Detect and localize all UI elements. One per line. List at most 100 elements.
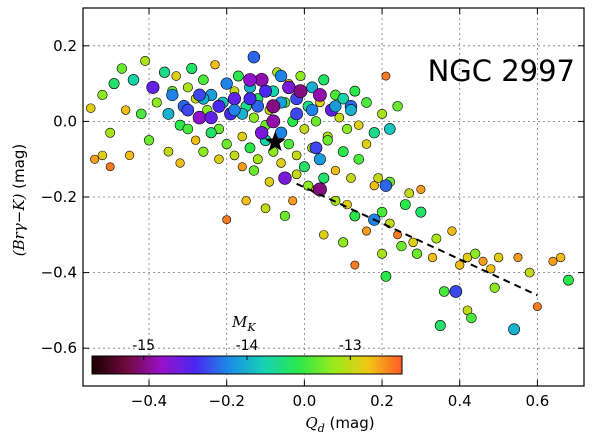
data-point	[524, 267, 535, 278]
data-point	[244, 142, 256, 154]
data-point	[205, 127, 217, 139]
data-point	[330, 165, 341, 176]
colorbar-tick-label: -14	[236, 338, 259, 354]
data-point	[532, 302, 542, 312]
data-point	[198, 74, 209, 86]
data-point	[283, 138, 295, 150]
data-point	[221, 138, 232, 150]
data-point	[266, 99, 281, 114]
data-point	[415, 206, 427, 218]
data-point	[243, 73, 257, 87]
data-point	[288, 196, 298, 206]
data-point	[282, 80, 296, 95]
data-point	[309, 141, 323, 155]
x-tick-label: 0.4	[448, 392, 472, 410]
data-point	[248, 165, 260, 176]
data-point	[108, 78, 120, 90]
data-point	[198, 146, 209, 157]
data-point	[434, 320, 446, 331]
data-point	[346, 173, 356, 183]
data-point	[408, 237, 418, 248]
data-point	[279, 210, 291, 222]
data-point	[318, 172, 330, 184]
data-point	[489, 282, 500, 293]
data-point	[295, 70, 306, 82]
colorbar-label-m: M	[231, 313, 248, 331]
data-point	[105, 162, 115, 172]
y-axis-ticks: 0.2 0.0 −0.2 −0.4 −0.6	[41, 37, 584, 357]
data-point	[563, 274, 574, 286]
data-point	[380, 271, 392, 282]
x-tick-label: −0.2	[208, 392, 244, 410]
data-point	[127, 74, 140, 86]
data-point	[508, 323, 520, 336]
data-point	[381, 71, 391, 81]
data-point	[210, 60, 220, 70]
data-point	[354, 120, 364, 130]
data-point	[214, 154, 224, 164]
data-point	[384, 123, 396, 135]
data-point	[140, 55, 151, 66]
data-point	[399, 199, 411, 210]
data-point	[299, 124, 310, 134]
data-point	[278, 171, 292, 185]
data-point	[105, 127, 116, 138]
fit-line	[296, 182, 538, 297]
data-point	[186, 63, 198, 74]
data-point	[116, 63, 127, 74]
colorbar-tick-label: -15	[132, 338, 155, 354]
data-point	[313, 88, 327, 102]
y-label-main: (Brγ−K)	[10, 193, 28, 256]
data-point	[229, 150, 240, 161]
data-point	[171, 71, 181, 81]
y-axis-label: (Brγ−K) (mag)	[10, 144, 28, 256]
data-point	[513, 252, 523, 262]
data-point	[310, 116, 322, 127]
data-point	[212, 99, 226, 113]
data-point	[396, 240, 407, 252]
data-point	[182, 123, 194, 135]
data-point	[97, 89, 108, 100]
data-point	[303, 180, 314, 191]
y-tick-label: −0.2	[41, 188, 77, 206]
data-point	[438, 286, 450, 297]
data-point	[361, 97, 372, 108]
data-point	[266, 114, 281, 129]
colorbar-label-sub: K	[246, 321, 256, 334]
data-point	[449, 285, 463, 298]
data-point	[478, 256, 488, 266]
data-point	[345, 104, 357, 116]
data-point	[193, 88, 206, 102]
data-point	[166, 88, 179, 102]
data-point	[353, 153, 365, 165]
data-point	[349, 85, 361, 97]
data-point	[466, 312, 477, 324]
data-point	[368, 127, 380, 139]
data-point	[337, 93, 349, 105]
data-point	[338, 237, 349, 248]
y-tick-label: −0.6	[41, 339, 77, 357]
x-label-sub: d	[318, 422, 325, 435]
data-point	[329, 100, 342, 113]
data-point	[334, 112, 345, 123]
data-point	[342, 123, 353, 135]
x-label-q: Q	[305, 414, 317, 432]
data-point	[259, 84, 272, 98]
data-point	[175, 158, 185, 168]
data-point	[237, 131, 247, 142]
highlight-star-marker	[264, 131, 286, 152]
data-point	[276, 158, 286, 168]
data-point	[377, 108, 387, 119]
data-point	[181, 103, 195, 117]
data-point	[373, 173, 383, 183]
x-tick-label: 0.0	[292, 392, 316, 410]
data-point	[227, 92, 242, 106]
x-axis-ticks: −0.4 −0.2 0.0 0.2 0.4 0.6	[131, 8, 549, 410]
x-label-unit: (mag)	[325, 414, 375, 432]
data-point	[228, 103, 241, 117]
data-point	[121, 105, 131, 115]
data-point	[416, 184, 426, 194]
x-axis-label: Qd (mag)	[305, 414, 374, 435]
data-point	[350, 260, 360, 270]
data-point	[349, 210, 361, 222]
